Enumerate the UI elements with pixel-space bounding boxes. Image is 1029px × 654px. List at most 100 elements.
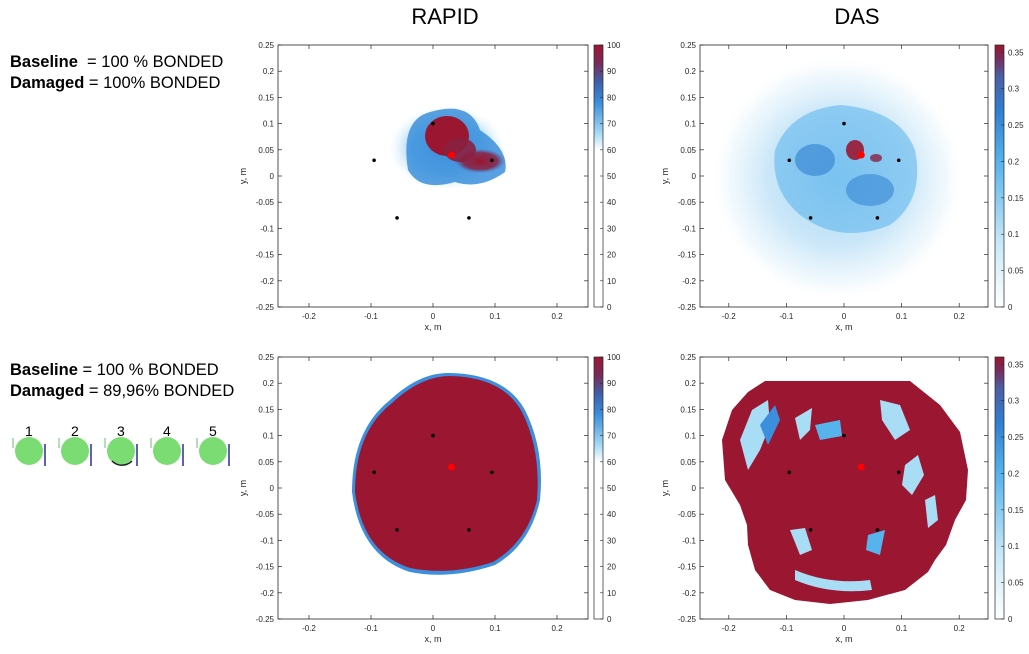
y-tick-label: 0.05: [258, 146, 274, 155]
heat-core: [722, 381, 968, 604]
heat-patch: [795, 408, 812, 440]
heat-patch: [902, 455, 924, 495]
x-tick-label: 0.1: [896, 312, 908, 321]
y-tick-label: -0.1: [260, 536, 274, 545]
colorbar-tick-label: 0: [1008, 615, 1013, 624]
y-tick-label: 0.05: [680, 146, 696, 155]
y-tick-label: -0.05: [678, 510, 697, 519]
y-tick-label: 0: [270, 172, 275, 181]
colorbar-tick-label: 20: [607, 563, 616, 572]
sensor-number: 5: [209, 423, 217, 439]
colorbar-tick-label: 100: [607, 41, 621, 50]
sensor-point: [842, 121, 846, 126]
sensor-point: [896, 470, 901, 475]
y-tick-label: 0.05: [258, 458, 274, 467]
y-tick-label: 0.2: [685, 379, 697, 388]
case1-label: Baseline = 100 % BONDED Damaged = 100% B…: [10, 52, 223, 94]
y-tick-label: -0.25: [256, 303, 275, 312]
y-tick-label: 0.1: [263, 120, 275, 129]
x-tick-label: 0.1: [489, 312, 501, 321]
y-tick-label: 0.1: [685, 120, 697, 129]
x-tick-label: 0.2: [551, 624, 563, 633]
heat-patch: [760, 405, 780, 445]
y-tick-label: -0.1: [682, 224, 696, 233]
y-tick-label: -0.15: [256, 563, 275, 572]
y-tick-label: -0.15: [678, 563, 697, 572]
sensor-point: [431, 433, 435, 438]
y-tick-label: -0.05: [256, 510, 275, 519]
colorbar-tick-label: 40: [607, 510, 616, 519]
sensor-point: [808, 216, 813, 220]
sensor-1: 1: [12, 423, 46, 466]
x-axis-label: x, m: [836, 322, 853, 332]
sensor-5: 5: [196, 423, 230, 466]
heat-patch: [790, 528, 812, 555]
colorbar-tick-label: 80: [607, 93, 616, 102]
sensor-schematic: 1 2 3 4 5: [12, 423, 230, 466]
heat-core: [870, 154, 882, 162]
y-tick-label: -0.1: [682, 536, 696, 545]
sensor-point: [395, 528, 399, 532]
colorbar-tick-label: 0.05: [1008, 267, 1024, 276]
y-tick-label: -0.25: [678, 615, 697, 624]
y-tick-label: 0: [692, 484, 697, 493]
rapid-column-title: RAPID: [411, 4, 479, 29]
case2-label: Baseline = 100 % BONDED Damaged = 89,96%…: [10, 360, 234, 402]
case2-damaged-value: = 89,96% BONDED: [88, 382, 235, 400]
sensor-point: [842, 433, 846, 438]
y-tick-label: -0.05: [678, 198, 697, 207]
rapid-damaged-panel: -0.2 -0.1 0 0.1 0.2 0.25 0.2 0.15 0.1 0.05 0 -0.05 -…: [238, 353, 621, 644]
x-tick-label: 0: [431, 312, 436, 321]
y-tick-label: -0.2: [260, 277, 274, 286]
y-tick-label: 0.15: [680, 405, 696, 414]
case2-damaged-key: Damaged: [10, 382, 85, 400]
y-tick-label: -0.2: [682, 277, 696, 286]
colorbar-tick-label: 0.15: [1008, 194, 1024, 203]
y-tick-label: 0.15: [680, 93, 696, 102]
y-tick-label: 0.25: [258, 353, 274, 362]
x-tick-label: -0.1: [364, 312, 378, 321]
colorbar-tick-label: 0.25: [1008, 433, 1024, 442]
y-tick-label: -0.2: [260, 589, 274, 598]
sensor-point: [787, 158, 792, 163]
y-tick-label: 0.1: [685, 432, 697, 441]
colorbar-tick-label: 0.1: [1008, 542, 1020, 551]
sensor-point: [808, 528, 813, 532]
colorbar-tick-label: 60: [607, 146, 616, 155]
colorbar-tick-label: 0.05: [1008, 579, 1024, 588]
colorbar-tick-label: 80: [607, 405, 616, 414]
x-axis-label: x, m: [425, 322, 442, 332]
das-baseline-panel: -0.2 -0.1 0 0.1 0.2 0.25 0.2 0.15 0.1 0.05 0 -0.05 -…: [660, 41, 1024, 332]
case1-baseline-key: Baseline: [10, 53, 78, 71]
das-heatmap-field: [710, 54, 966, 302]
colorbar-tick-label: 50: [607, 172, 616, 181]
sensor-disc: [153, 437, 181, 465]
sensor-point: [490, 158, 494, 163]
colorbar-tick-label: 90: [607, 67, 616, 76]
case2-baseline-key: Baseline: [10, 361, 78, 379]
colorbar-tick-label: 70: [607, 432, 616, 441]
rapid-heatmap-field: [352, 372, 541, 575]
sensor-disc: [15, 437, 43, 465]
colorbar-tick-label: 0: [607, 303, 612, 312]
colorbar-tick-label: 0.15: [1008, 506, 1024, 515]
colorbar-tick-label: 0.3: [1008, 397, 1020, 406]
y-tick-label: 0.1: [263, 432, 275, 441]
heat-patch: [866, 530, 885, 555]
colorbar-tick-label: 0: [1008, 303, 1013, 312]
heat-region: [795, 144, 835, 176]
case1-damaged-value: = 100% BONDED: [88, 74, 221, 92]
sensor-4: 4: [150, 423, 184, 466]
colorbar-tick-label: 10: [607, 277, 616, 286]
y-axis-label: y, m: [238, 168, 248, 184]
sensor-3: 3: [104, 423, 138, 466]
y-tick-label: -0.25: [256, 615, 275, 624]
y-tick-label: -0.25: [678, 303, 697, 312]
heat-patch: [925, 495, 938, 528]
y-tick-label: 0.25: [680, 41, 696, 50]
colorbar-tick-label: 0.35: [1008, 360, 1024, 369]
sensor-number: 1: [25, 423, 33, 439]
y-tick-label: -0.15: [256, 251, 275, 260]
x-tick-label: 0: [842, 624, 847, 633]
